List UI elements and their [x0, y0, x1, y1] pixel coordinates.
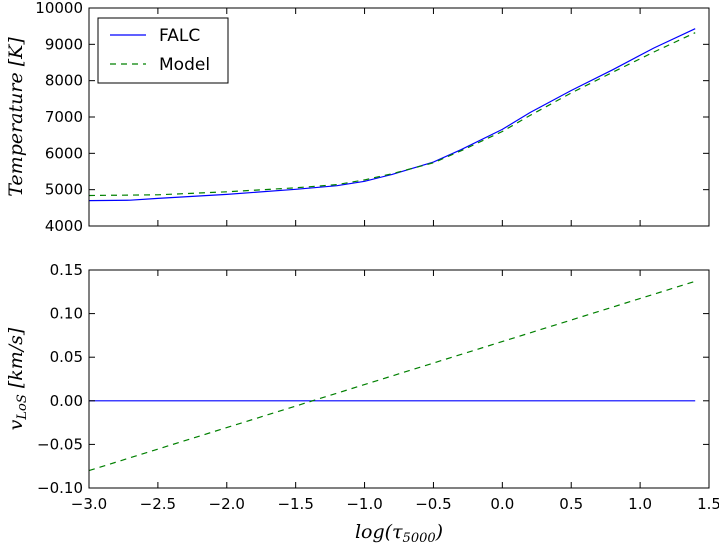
x-tick-label: 0.5: [559, 495, 583, 513]
bottom-axes-frame: [88, 269, 710, 489]
top-series-falc-line: [88, 28, 696, 202]
y-tick-label: −0.05: [37, 435, 83, 453]
top-series-model-line: [88, 32, 696, 197]
x-tick-label: 1.0: [628, 495, 652, 513]
x-tick-label: −0.5: [415, 495, 451, 513]
bottom-panel: −0.10−0.050.000.050.100.15 −3.0 −2.5 −2.0−…: [5, 261, 719, 546]
y-tick-label: 0.05: [50, 348, 83, 366]
y-tick-label: 7000: [45, 108, 83, 126]
x-tick-label: 1.5: [697, 495, 719, 513]
y-tick-label: 10000: [35, 0, 83, 17]
x-tick-label: −1.5: [277, 495, 313, 513]
legend: FALC Model: [97, 17, 229, 84]
y-tick-label: 0.15: [50, 261, 83, 279]
bottom-x-axis-label: log(τ5000): [355, 521, 443, 546]
y-tick-label: 6000: [45, 144, 83, 162]
y-tick-label: 4000: [45, 217, 83, 235]
bottom-y-axis-label: vLoS [km/s]: [5, 327, 30, 430]
y-tick-label: 5000: [45, 181, 83, 199]
bottom-x-tick-labels: −3.0 −2.5 −2.0 −1.5 −1.0 −0.5 0.0 0.5 1.0 1.5: [71, 495, 719, 513]
bottom-plot-area: [88, 280, 696, 472]
x-tick-label: −2.5: [140, 495, 176, 513]
top-panel: 4000 5000 6000 7000 8000 9000 10000 Temperatur…: [5, 0, 710, 235]
top-y-axis-label: Temperature [K]: [5, 37, 27, 197]
y-tick-label: 0.10: [50, 305, 83, 323]
x-tick-label: 0.0: [490, 495, 514, 513]
x-tick-label: −1.0: [346, 495, 382, 513]
y-tick-label: −0.10: [37, 479, 83, 497]
x-tick-label: −2.0: [209, 495, 245, 513]
legend-falc-label: FALC: [159, 26, 200, 46]
legend-box: [97, 17, 229, 84]
bottom-y-tick-labels: −0.10 −0.05 0.00 0.05 0.10 0.15: [37, 261, 83, 497]
y-tick-label: 9000: [45, 35, 83, 53]
bottom-series-model-line: [88, 280, 696, 472]
top-ticks: [88, 7, 710, 227]
bottom-ticks: [88, 269, 710, 489]
x-tick-label: −3.0: [71, 495, 107, 513]
top-y-tick-labels: 4000 5000 6000 7000 8000 9000 10000: [35, 0, 83, 235]
top-plot-area: [88, 28, 696, 202]
legend-model-label: Model: [159, 55, 210, 75]
y-tick-label: 0.00: [50, 392, 83, 410]
y-tick-label: 8000: [45, 72, 83, 90]
